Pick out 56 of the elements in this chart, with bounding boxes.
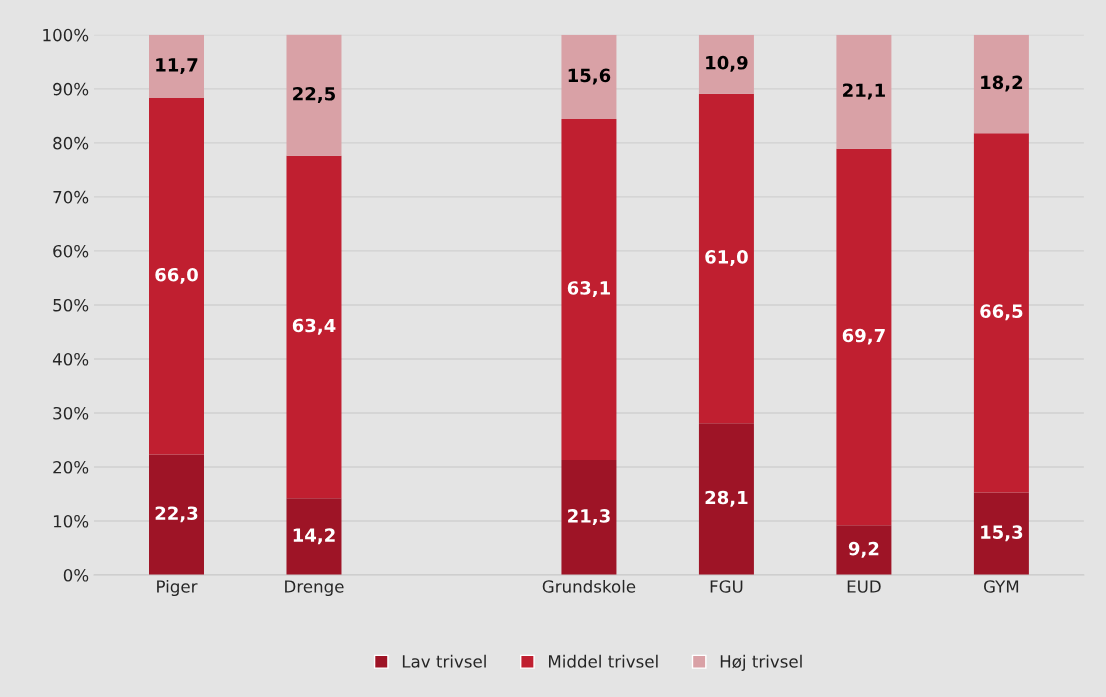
- data-label: 69,7: [842, 328, 885, 345]
- data-label: 22,5: [293, 86, 335, 103]
- bar: [698, 93, 754, 424]
- bar: [149, 98, 204, 455]
- data-label: 63,4: [292, 318, 336, 335]
- y-tick-label: 0%: [63, 568, 89, 582]
- data-label: 22,3: [155, 506, 198, 523]
- data-label: 10,9: [706, 55, 748, 72]
- y-tick-label: 70%: [53, 190, 89, 204]
- data-label: 18,2: [981, 75, 1023, 92]
- legend-label: Middel trivsel: [549, 654, 658, 668]
- y-tick-label: 90%: [53, 82, 89, 96]
- data-label: 61,0: [705, 250, 748, 267]
- y-tick-label: 80%: [53, 136, 89, 150]
- bar: [836, 148, 892, 526]
- bar: [561, 119, 617, 460]
- x-tick-label: FGU: [710, 580, 743, 593]
- bar: [286, 34, 342, 156]
- data-label: 15,6: [568, 68, 611, 85]
- y-tick-label: 40%: [52, 352, 89, 366]
- bar: [149, 34, 204, 99]
- bar: [698, 34, 754, 94]
- x-tick-label: Drenge: [285, 580, 344, 597]
- bar: [286, 498, 342, 576]
- bar: [973, 492, 1029, 576]
- data-label: 15,3: [981, 525, 1023, 542]
- bar: [836, 525, 892, 576]
- bar: [836, 34, 892, 149]
- bar: [973, 34, 1029, 134]
- data-label: 63,1: [567, 281, 610, 298]
- data-label: 11,7: [156, 58, 198, 74]
- bar: [561, 459, 617, 576]
- bar: [286, 155, 342, 499]
- bar: [149, 454, 204, 576]
- x-tick-label: GYM: [984, 580, 1019, 593]
- data-label: 21,1: [843, 83, 885, 100]
- legend-label: Høj trivsel: [720, 654, 802, 671]
- y-tick-label: 60%: [53, 244, 89, 258]
- legend-label: Lav trivsel: [402, 654, 486, 668]
- data-label: 9,2: [848, 541, 879, 558]
- x-tick-label: EUD: [847, 580, 881, 593]
- y-tick-label: 10%: [53, 514, 89, 528]
- y-tick-label: 50%: [53, 298, 89, 312]
- bar: [698, 423, 754, 576]
- bar: [973, 133, 1029, 493]
- data-label: 66,0: [155, 267, 198, 284]
- y-tick-label: 30%: [53, 406, 89, 420]
- data-label: 14,2: [293, 528, 335, 545]
- x-tick-label: Piger: [157, 579, 198, 597]
- x-tick-label: Grundskole: [542, 579, 636, 593]
- y-tick-label: 20%: [53, 460, 89, 474]
- data-label: 21,3: [568, 509, 610, 526]
- data-label: 28,1: [705, 490, 748, 507]
- bar: [561, 34, 617, 120]
- data-label: 66,5: [980, 304, 1023, 321]
- y-tick-label: 100%: [43, 28, 89, 42]
